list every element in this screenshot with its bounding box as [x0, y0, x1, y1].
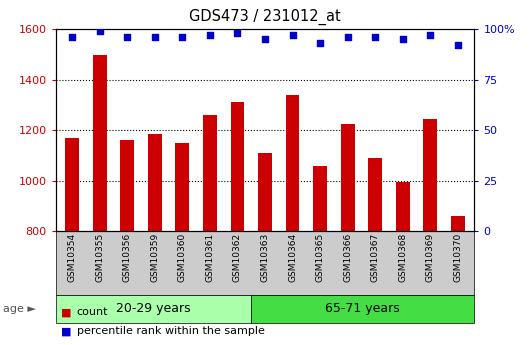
Text: percentile rank within the sample: percentile rank within the sample: [77, 326, 264, 336]
Point: [426, 33, 435, 38]
Bar: [286, 95, 299, 231]
Bar: [396, 182, 410, 231]
Bar: [203, 115, 217, 231]
Point: [95, 29, 104, 34]
Text: 20-29 years: 20-29 years: [116, 302, 191, 315]
Point: [288, 33, 297, 38]
Point: [233, 31, 242, 36]
Point: [261, 37, 269, 42]
Point: [151, 34, 159, 40]
Bar: [451, 216, 465, 231]
Point: [206, 33, 214, 38]
Bar: [148, 134, 162, 231]
Bar: [423, 119, 437, 231]
Bar: [313, 166, 327, 231]
Bar: [175, 143, 189, 231]
Point: [68, 34, 76, 40]
Bar: [120, 140, 134, 231]
Bar: [93, 55, 107, 231]
Text: count: count: [77, 307, 108, 317]
Point: [371, 34, 379, 40]
Text: ■: ■: [61, 307, 72, 317]
Point: [454, 43, 462, 48]
Text: GDS473 / 231012_at: GDS473 / 231012_at: [189, 9, 341, 25]
Bar: [231, 102, 244, 231]
Point: [178, 34, 187, 40]
Text: age ►: age ►: [3, 304, 36, 314]
Bar: [341, 124, 355, 231]
Point: [343, 34, 352, 40]
Point: [399, 37, 407, 42]
Point: [316, 41, 324, 46]
Text: 65-71 years: 65-71 years: [325, 302, 400, 315]
Bar: [368, 158, 382, 231]
Point: [123, 34, 131, 40]
Bar: [258, 153, 272, 231]
Bar: [65, 138, 79, 231]
Text: ■: ■: [61, 326, 72, 336]
